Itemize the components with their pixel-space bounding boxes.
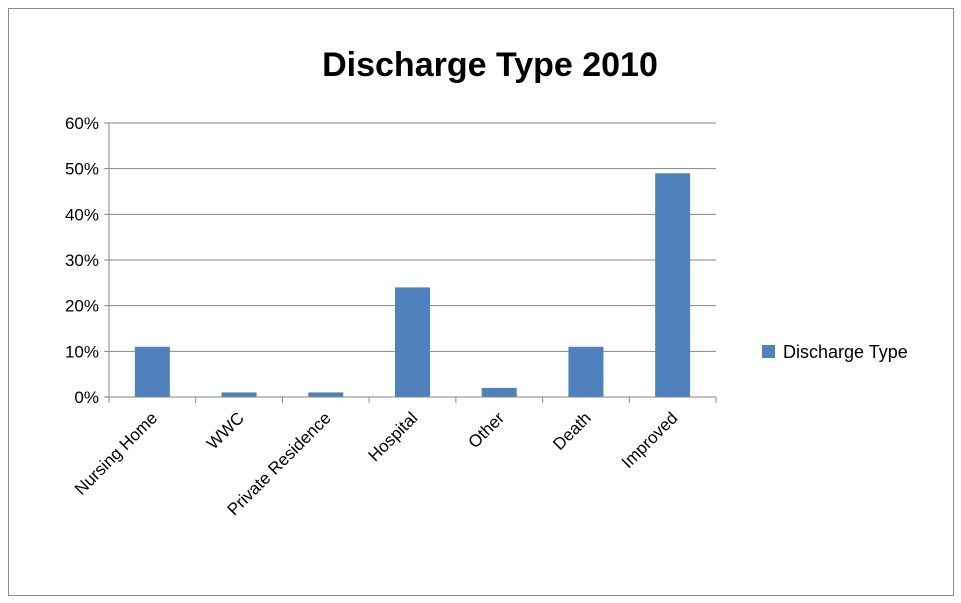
- bar: [481, 387, 517, 397]
- bar: [134, 346, 170, 397]
- legend: Discharge Type: [762, 342, 908, 362]
- bar: [655, 173, 691, 397]
- bar: [308, 392, 344, 397]
- y-tick-label: 60%: [65, 114, 99, 133]
- bars: [134, 173, 691, 397]
- bar: [568, 346, 604, 397]
- y-tick-label: 50%: [65, 160, 99, 179]
- legend-swatch: [762, 345, 775, 358]
- y-tick-label: 0%: [74, 388, 99, 407]
- y-tick-label: 30%: [65, 251, 99, 270]
- y-tick-label: 20%: [65, 297, 99, 316]
- chart-title: Discharge Type 2010: [322, 46, 658, 84]
- x-category-label: Improved: [618, 408, 682, 472]
- legend-label: Discharge Type: [783, 342, 908, 362]
- x-category-label: Death: [549, 408, 595, 454]
- chart-area: [8, 8, 954, 596]
- bar: [395, 287, 430, 397]
- y-axis-tick-labels: 0% 10% 20% 30% 40% 50% 60%: [65, 114, 99, 407]
- axes: [108, 123, 717, 403]
- x-category-label: Nursing Home: [71, 408, 161, 498]
- x-category-label: Other: [465, 408, 509, 452]
- x-category-label: Hospital: [364, 408, 421, 465]
- gridlines: [104, 122, 716, 398]
- y-tick-label: 40%: [65, 205, 99, 224]
- x-category-label: WWC: [203, 408, 248, 453]
- y-tick-label: 10%: [65, 342, 99, 361]
- bar: [221, 392, 257, 397]
